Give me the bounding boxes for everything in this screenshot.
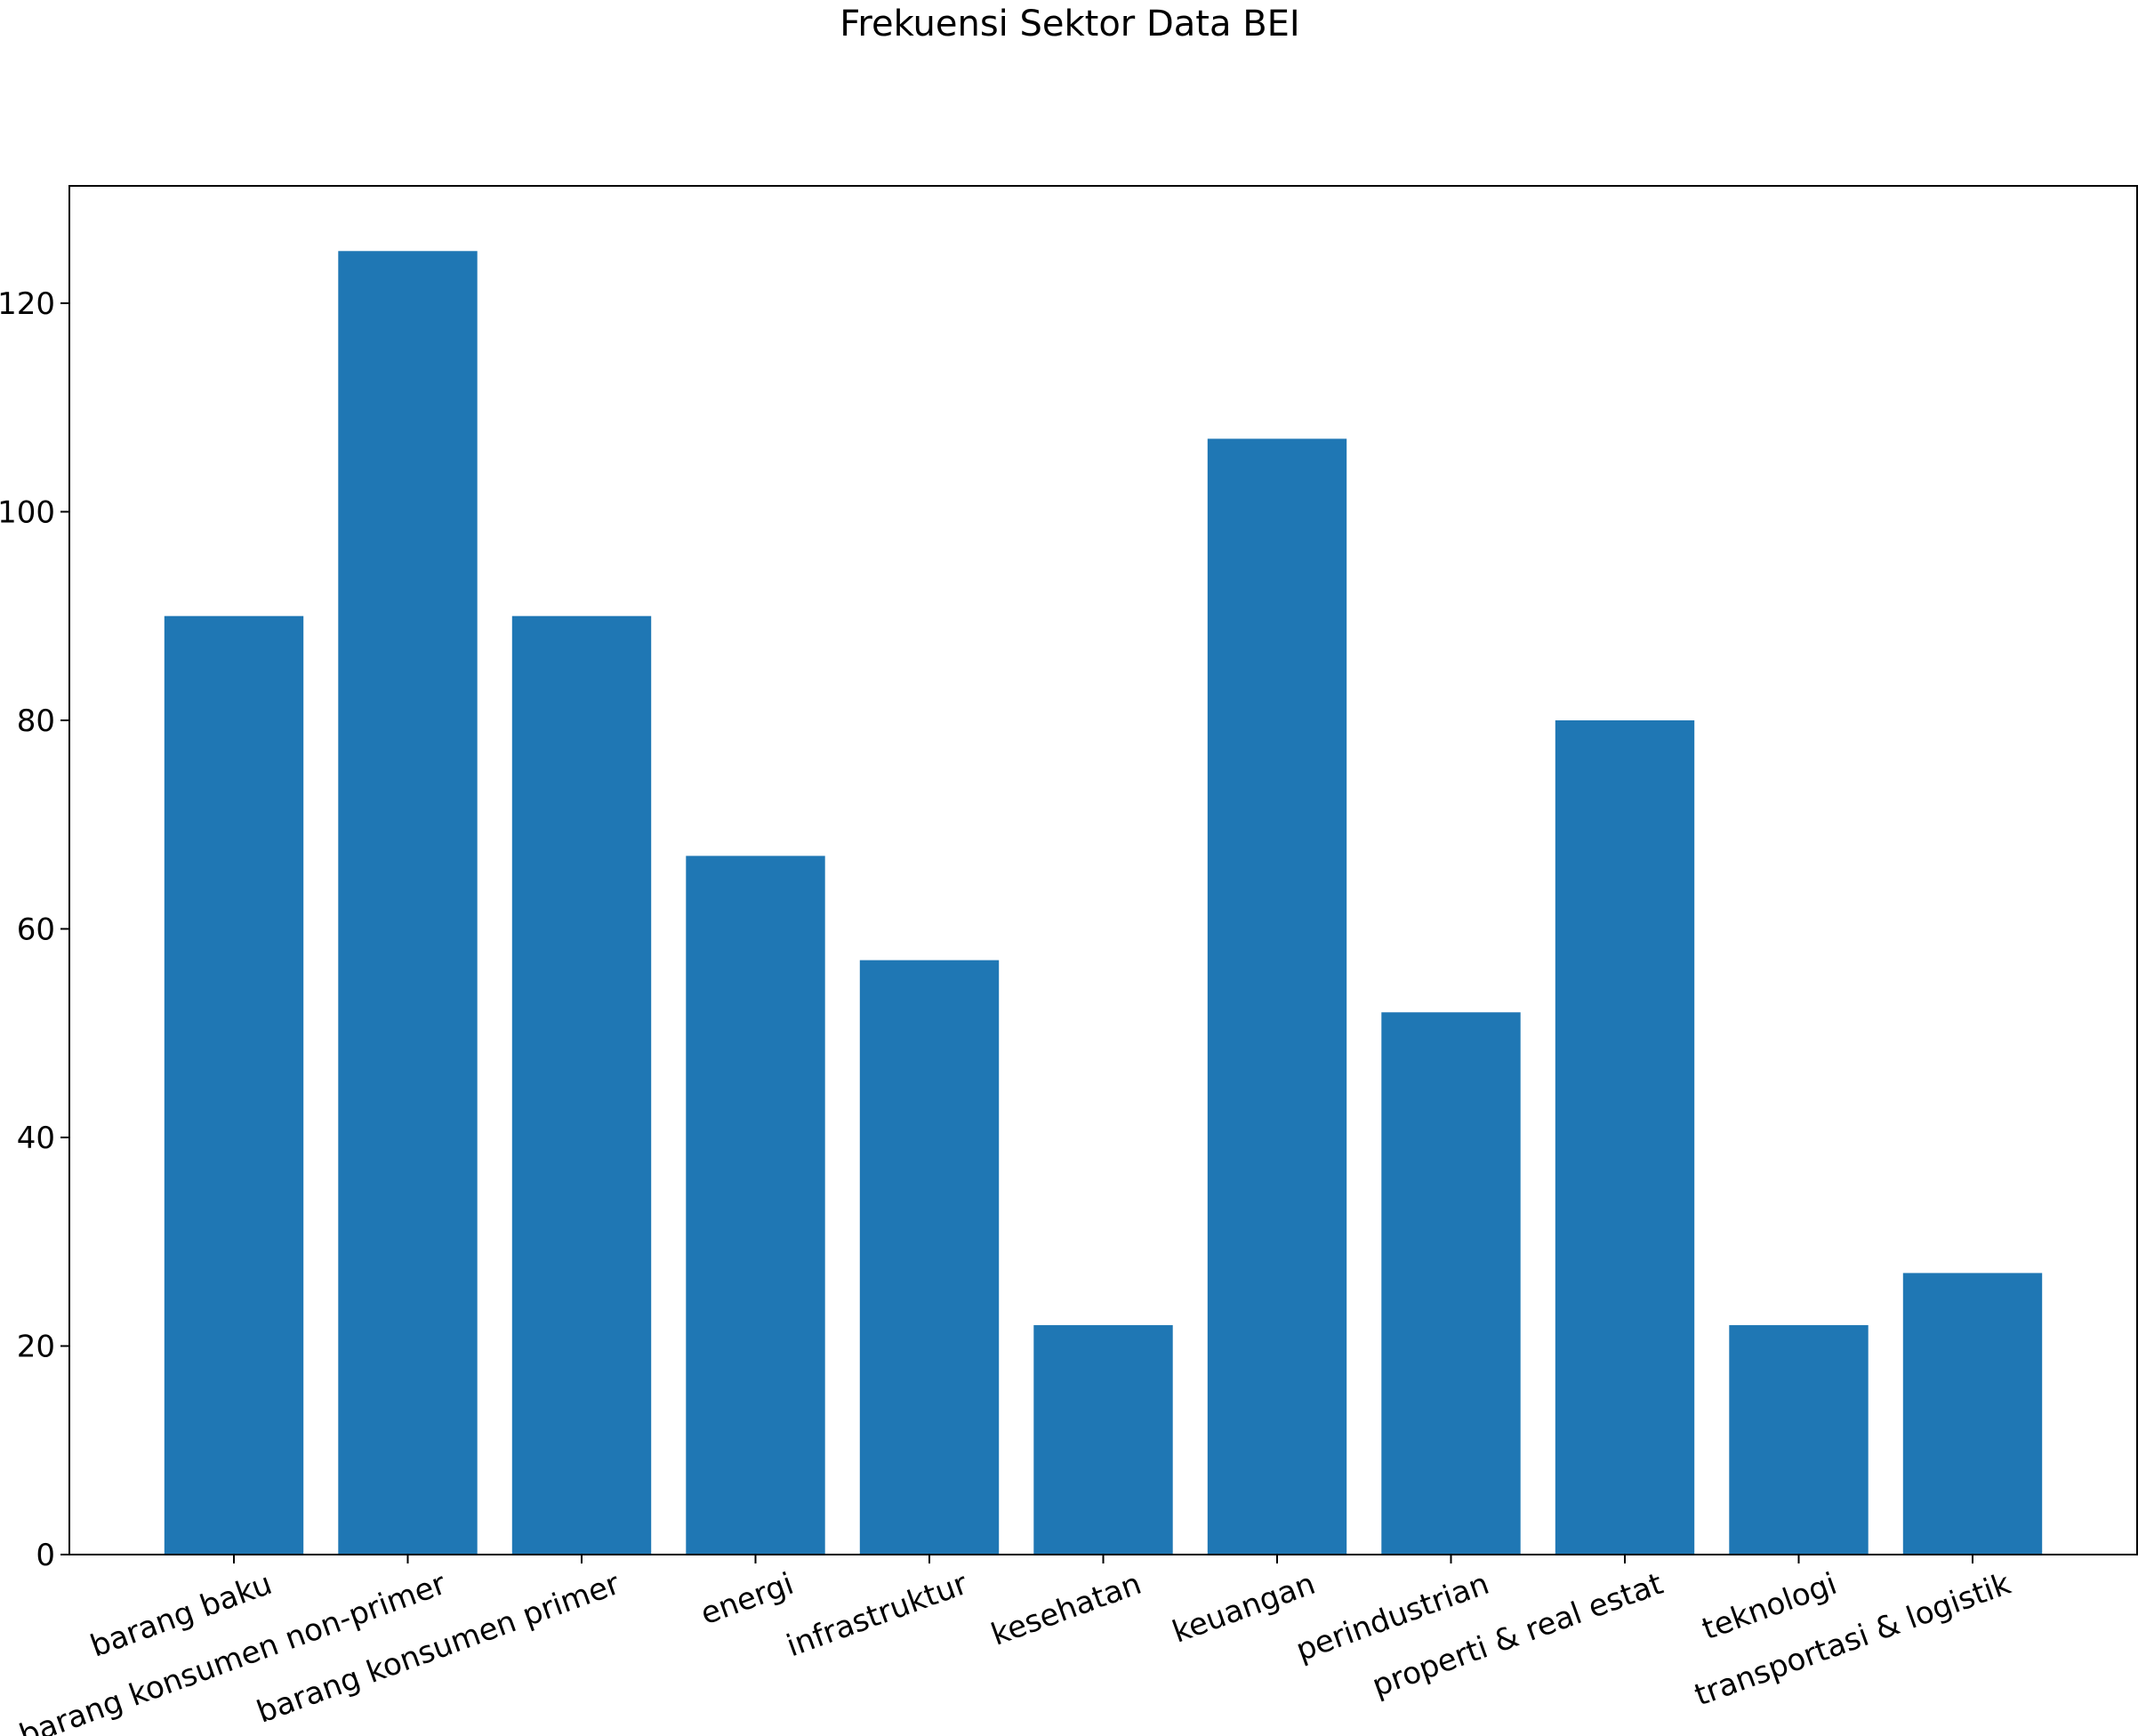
bar-3 xyxy=(686,856,825,1555)
y-tick-label: 100 xyxy=(0,494,55,530)
y-tick-label: 80 xyxy=(17,703,55,739)
bar-4 xyxy=(859,960,1000,1555)
x-tick-label: properti & real estat xyxy=(1368,1566,1668,1704)
x-tick-label: infrastruktur xyxy=(782,1566,972,1664)
bar-5 xyxy=(1033,1325,1173,1555)
y-tick-label: 0 xyxy=(36,1538,55,1573)
bar-10 xyxy=(1902,1273,2043,1555)
bar-6 xyxy=(1207,438,1347,1555)
bar-2 xyxy=(511,615,652,1555)
bars-layer xyxy=(164,251,2043,1555)
bar-1 xyxy=(338,251,478,1555)
y-axis: 0 20 40 60 80 100 120 xyxy=(0,286,69,1573)
y-tick-label: 20 xyxy=(17,1329,55,1364)
chart-title: Frekuensi Sektor Data BEI xyxy=(840,4,1299,44)
x-tick-label: transportasi & logistik xyxy=(1690,1566,2015,1714)
y-tick-label: 120 xyxy=(0,286,55,322)
x-tick-label: energi xyxy=(696,1566,799,1632)
bar-8 xyxy=(1555,719,1695,1555)
x-tick-label: kesehatan xyxy=(986,1566,1145,1653)
y-tick-label: 40 xyxy=(17,1121,55,1156)
bar-7 xyxy=(1381,1012,1521,1555)
plot-frame xyxy=(68,185,2138,1555)
y-tick-label: 60 xyxy=(17,912,55,947)
bar-0 xyxy=(164,615,304,1555)
bar-9 xyxy=(1729,1325,1869,1555)
